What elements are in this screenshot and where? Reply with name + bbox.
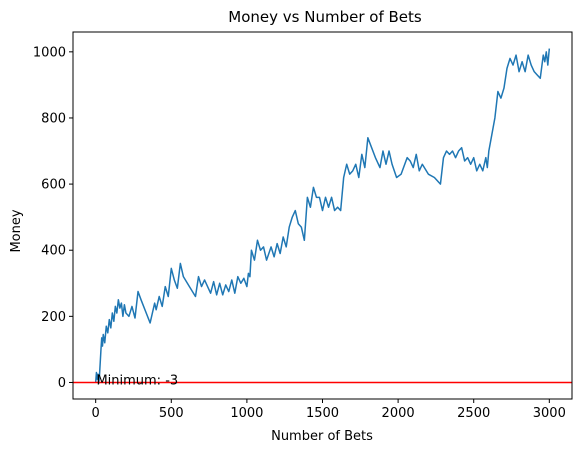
y-tick-label: 800 (41, 111, 66, 126)
plot-area: Minimum: -3 (73, 48, 572, 388)
y-tick-label: 200 (41, 310, 66, 325)
minimum-annotation: Minimum: -3 (96, 373, 178, 388)
x-tick-label: 2000 (382, 406, 415, 421)
y-tick-label: 0 (58, 376, 66, 391)
x-tick-label: 1500 (306, 406, 339, 421)
x-tick-label: 2500 (457, 406, 490, 421)
x-axis-label: Number of Bets (271, 429, 373, 444)
x-tick-label: 1000 (230, 406, 263, 421)
y-axis-label: Money (9, 209, 24, 252)
x-tick-label: 3000 (533, 406, 566, 421)
chart-title: Money vs Number of Bets (228, 8, 422, 26)
y-tick-label: 600 (41, 178, 66, 193)
x-tick-label: 500 (159, 406, 184, 421)
y-tick-label: 400 (41, 244, 66, 259)
x-tick-label: 0 (92, 406, 100, 421)
y-tick-label: 1000 (33, 45, 66, 60)
series-line-0 (94, 48, 551, 385)
plot-frame (72, 31, 573, 400)
